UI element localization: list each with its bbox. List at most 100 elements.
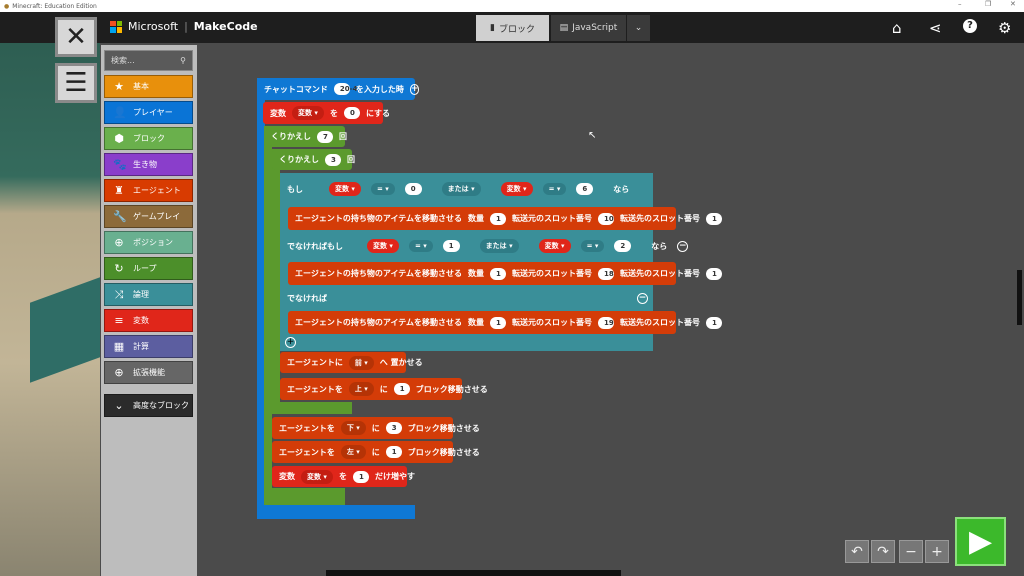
share-icon[interactable]: ⋖ [929, 19, 942, 37]
toolbox-category[interactable]: ⤨ 論理 [104, 283, 193, 306]
direction-dropdown[interactable]: 左 ▾ [340, 445, 366, 459]
to-slot-input[interactable]: 1 [706, 267, 723, 280]
to-slot-input[interactable]: 1 [706, 316, 723, 329]
repeat-inner-block[interactable]: くりかえし 3 回 [272, 149, 355, 170]
tab-javascript[interactable]: ▤ JavaScript [551, 15, 626, 41]
block-text: 転送先のスロット番号 [620, 214, 701, 223]
operator-dropdown[interactable]: = ▾ [580, 240, 605, 252]
category-label: 生き物 [133, 160, 157, 169]
variable-dropdown[interactable]: 変数 ▾ [500, 182, 533, 196]
direction-dropdown[interactable]: 下 ▾ [340, 421, 366, 435]
quantity-input[interactable]: 1 [490, 212, 507, 225]
add-parameter-icon[interactable]: + [409, 83, 420, 95]
agent-place-block[interactable]: エージェントに 前 ▾ へ 置かせる [280, 352, 423, 373]
direction-dropdown[interactable]: 上 ▾ [348, 382, 374, 396]
puzzle-icon: ▮ [490, 23, 495, 33]
undo-button[interactable]: ↶ [845, 540, 869, 563]
toolbox-category[interactable]: ▦ 計算 [104, 335, 193, 358]
toolbox-category[interactable]: ★ 基本 [104, 75, 193, 98]
or-dropdown[interactable]: または ▾ [441, 182, 481, 196]
js-icon: ▤ [559, 23, 569, 33]
toolbox-category[interactable]: 🔧 ゲームプレイ [104, 205, 193, 228]
set-variable-block[interactable]: 変数 変数 ▾ を 0 にする [263, 102, 390, 124]
language-dropdown[interactable]: ⌄ [627, 15, 650, 41]
else-if-header[interactable]: でなければもし 変数 ▾ = ▾ 1 または ▾ 変数 ▾ = ▾ 2 なら − [280, 233, 689, 259]
count-input[interactable]: 3 [325, 153, 341, 166]
block-text: なら [651, 241, 668, 251]
dd-text: または [447, 185, 469, 193]
distance-input[interactable]: 3 [385, 422, 402, 434]
variable-dropdown[interactable]: 変数 ▾ [292, 106, 324, 120]
remove-branch-icon[interactable]: − [677, 240, 689, 252]
toolbox-advanced[interactable]: ⌄ 高度なブロック [104, 394, 193, 417]
operator-dropdown[interactable]: = ▾ [408, 240, 433, 252]
close-window-button[interactable]: ✕ [1010, 0, 1016, 8]
from-slot-input[interactable]: 19 [598, 316, 615, 329]
run-button[interactable]: ▶ [955, 517, 1006, 566]
block-text: エージェントに [287, 358, 343, 367]
quantity-input[interactable]: 1 [490, 316, 507, 329]
home-icon[interactable]: ⌂ [892, 19, 902, 37]
chat-command-block[interactable]: チャットコマンド 20-4 を入力した時 + [257, 78, 420, 100]
toolbox-search-input[interactable]: 検索... ⚲ [104, 50, 193, 71]
horizontal-scrollbar[interactable] [326, 570, 621, 576]
variable-dropdown[interactable]: 変数 ▾ [329, 182, 361, 196]
block-text: 回 [339, 132, 347, 141]
command-input[interactable]: 20-4 [333, 83, 357, 95]
variable-dropdown[interactable]: 変数 ▾ [367, 239, 399, 253]
menu-button[interactable]: ☰ [55, 63, 97, 103]
block-text: チャットコマンド [264, 84, 328, 94]
maximize-button[interactable]: ❐ [985, 0, 992, 8]
toolbox-category[interactable]: ↻ ループ [104, 257, 193, 280]
count-input[interactable]: 7 [317, 130, 333, 143]
block-text: に [371, 423, 380, 433]
toolbox-category[interactable]: ⊕ ポジション [104, 231, 193, 254]
zoom-in-button[interactable]: + [925, 540, 949, 563]
operator-dropdown[interactable]: = ▾ [542, 183, 567, 195]
quantity-input[interactable]: 1 [490, 267, 507, 280]
vertical-scrollbar[interactable] [1017, 270, 1022, 325]
distance-input[interactable]: 1 [385, 446, 402, 458]
remove-branch-icon[interactable]: − [637, 292, 648, 304]
toolbox-category[interactable]: ≡ 変数 [104, 309, 193, 332]
variable-dropdown[interactable]: 変数 ▾ [301, 469, 333, 484]
minimize-button[interactable]: – [958, 0, 962, 8]
value-input[interactable]: 2 [614, 240, 632, 252]
if-header[interactable]: もし 変数 ▾ = ▾ 0 または ▾ 変数 ▾ = ▾ 6 なら [280, 176, 629, 202]
change-variable-block[interactable]: 変数 変数 ▾ を 1 だけ増やす [272, 466, 415, 487]
toolbox-category[interactable]: ♜ エージェント [104, 179, 193, 202]
operator-dropdown[interactable]: = ▾ [370, 183, 395, 195]
help-icon[interactable]: ? [963, 19, 977, 33]
value-input[interactable]: 6 [576, 183, 594, 195]
value-input[interactable]: 1 [352, 470, 369, 483]
agent-transfer-block[interactable]: エージェントの持ち物のアイテムを移動させる 数量 1 転送元のスロット番号 18 転送先の… [288, 262, 723, 285]
agent-move-block[interactable]: エージェントを下 ▾ に 3 ブロック移動させる [272, 417, 480, 439]
value-input[interactable]: 0 [343, 107, 360, 119]
toolbox-category[interactable]: 👤 プレイヤー [104, 101, 193, 124]
add-branch-icon[interactable]: + [285, 337, 296, 348]
toolbox-category[interactable]: 🐾 生き物 [104, 153, 193, 176]
toolbox-category[interactable]: ⬢ ブロック [104, 127, 193, 150]
redo-button[interactable]: ↷ [871, 540, 895, 563]
tab-blocks[interactable]: ▮ ブロック [476, 15, 549, 41]
variable-dropdown[interactable]: 変数 ▾ [538, 239, 571, 253]
from-slot-input[interactable]: 18 [598, 267, 615, 280]
value-input[interactable]: 1 [442, 240, 460, 252]
agent-move-block[interactable]: エージェントを左 ▾ に 1 ブロック移動させる [272, 441, 480, 463]
from-slot-input[interactable]: 10 [598, 212, 615, 225]
event-block-bottom [257, 505, 415, 519]
agent-transfer-block[interactable]: エージェントの持ち物のアイテムを移動させる 数量 1 転送元のスロット番号 10 転送先の… [288, 207, 723, 230]
direction-dropdown[interactable]: 前 ▾ [348, 355, 374, 370]
value-input[interactable]: 0 [404, 183, 422, 195]
category-icon: ★ [114, 80, 124, 93]
agent-transfer-block[interactable]: エージェントの持ち物のアイテムを移動させる 数量 1 転送元のスロット番号 19 転送先の… [288, 311, 723, 334]
close-editor-button[interactable]: ✕ [55, 17, 97, 57]
to-slot-input[interactable]: 1 [706, 212, 723, 225]
or-dropdown[interactable]: または ▾ [479, 239, 519, 253]
toolbox-category[interactable]: ⊕ 拡張機能 [104, 361, 193, 384]
agent-move-block[interactable]: エージェントを上 ▾ に 1 ブロック移動させる [280, 378, 488, 400]
repeat-outer-block[interactable]: くりかえし 7 回 [264, 126, 347, 147]
zoom-out-button[interactable]: − [899, 540, 923, 563]
distance-input[interactable]: 1 [393, 383, 410, 395]
settings-icon[interactable]: ⚙ [998, 19, 1012, 37]
